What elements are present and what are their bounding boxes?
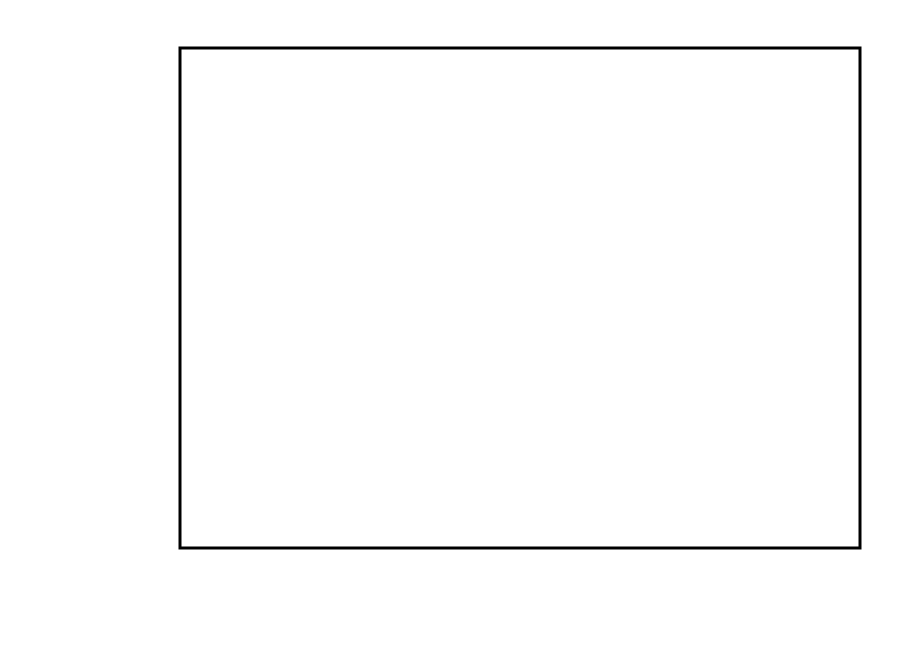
chart-container [0, 0, 922, 668]
chart-svg [0, 0, 922, 668]
